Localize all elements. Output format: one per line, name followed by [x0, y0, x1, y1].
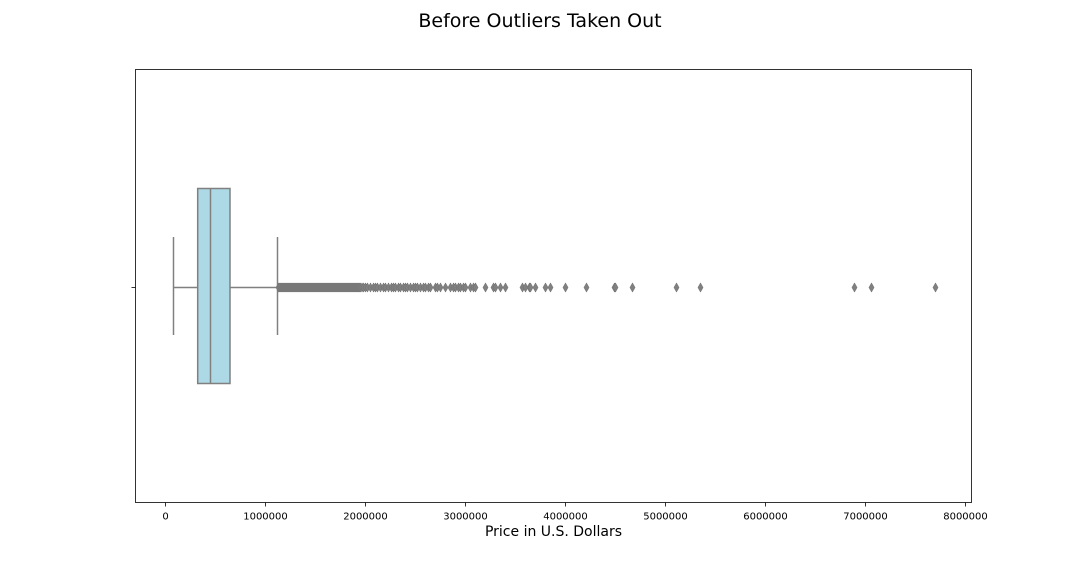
- x-tick-label: 4000000: [543, 512, 588, 523]
- outlier-point: [502, 282, 509, 293]
- iqr-box: [196, 187, 231, 385]
- outlier-point: [547, 282, 554, 293]
- outlier-point: [673, 282, 680, 293]
- outlier-point: [442, 282, 449, 293]
- x-axis-ticks: 0 1000000 2000000 3000000 4000000 5000000 6000…: [162, 502, 988, 523]
- x-tick-label: 1000000: [243, 512, 288, 523]
- outlier-point: [462, 282, 469, 293]
- x-axis-label: Price in U.S. Dollars: [485, 524, 622, 540]
- x-tick-label: 7000000: [843, 512, 888, 523]
- x-tick-label: 2000000: [343, 512, 388, 523]
- outlier-point: [532, 282, 539, 293]
- outlier-point: [851, 282, 858, 293]
- box-plot: [172, 187, 279, 385]
- outlier-point: [612, 282, 619, 293]
- outlier-point: [482, 282, 489, 293]
- chart-title: Before Outliers Taken Out: [418, 10, 661, 32]
- outlier-point: [437, 282, 444, 293]
- axes-frame: [135, 69, 972, 503]
- x-tick-label: 5000000: [643, 512, 688, 523]
- outlier-point: [868, 282, 875, 293]
- outlier-point: [583, 282, 590, 293]
- outlier-point: [522, 282, 529, 293]
- outlier-point: [932, 282, 939, 293]
- outlier-point: [629, 282, 636, 293]
- outlier-point: [472, 282, 479, 293]
- x-tick-label: 6000000: [743, 512, 788, 523]
- outlier-point: [427, 282, 434, 293]
- plot-area: 0 1000000 2000000 3000000 4000000 5000000 6000…: [131, 69, 988, 523]
- x-tick-label: 8000000: [943, 512, 988, 523]
- outlier-point: [497, 282, 504, 293]
- outlier-point: [527, 282, 534, 293]
- x-tick-label: 0: [162, 512, 168, 523]
- outlier-point: [492, 282, 499, 293]
- x-tick-label: 3000000: [443, 512, 488, 523]
- outlier-point: [562, 282, 569, 293]
- outlier-points: [275, 282, 939, 293]
- outlier-point: [697, 282, 704, 293]
- outlier-point: [542, 282, 549, 293]
